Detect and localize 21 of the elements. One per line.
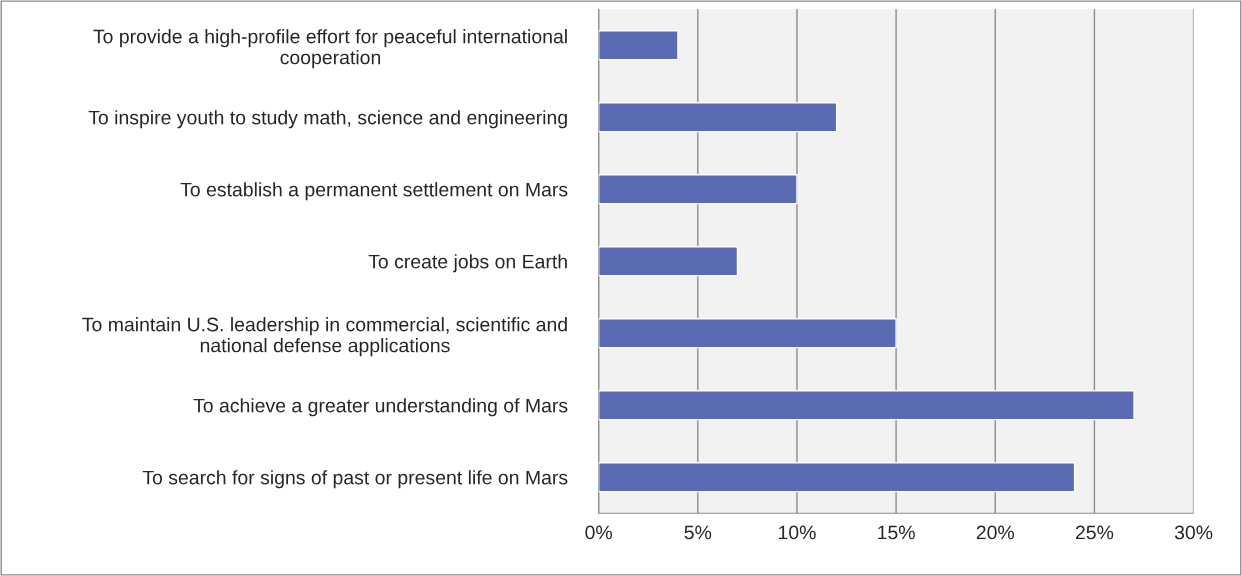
x-tick-label: 10%	[778, 525, 816, 540]
x-tick-label: 0%	[585, 525, 612, 540]
bar	[598, 102, 838, 133]
bar	[598, 390, 1135, 421]
x-tick-label: 30%	[1174, 525, 1213, 540]
y-tick-label: To inspire youth to study math, science and engineering	[88, 110, 567, 129]
y-tick-label: To search for signs of past or present life on Mars	[142, 470, 568, 489]
bar	[598, 30, 679, 61]
y-tick-label: To provide a high-profile effort for peaceful international cooperation	[93, 29, 567, 69]
x-tick-label: 20%	[976, 525, 1015, 540]
x-tick-label: 5%	[684, 525, 712, 540]
x-tick-label: 25%	[1075, 525, 1114, 540]
bar	[598, 174, 798, 205]
y-tick-label: To establish a permanent settlement on Mars	[180, 182, 568, 201]
bar	[598, 318, 897, 349]
y-tick-label: To maintain U.S. leadership in commercial, scientific and national defense applications	[82, 317, 567, 357]
y-tick-label: To create jobs on Earth	[368, 254, 567, 273]
bar	[598, 246, 739, 277]
bar	[598, 462, 1076, 493]
x-tick-label: 15%	[878, 525, 915, 540]
y-tick-label: To achieve a greater understanding of Mars	[193, 398, 568, 417]
